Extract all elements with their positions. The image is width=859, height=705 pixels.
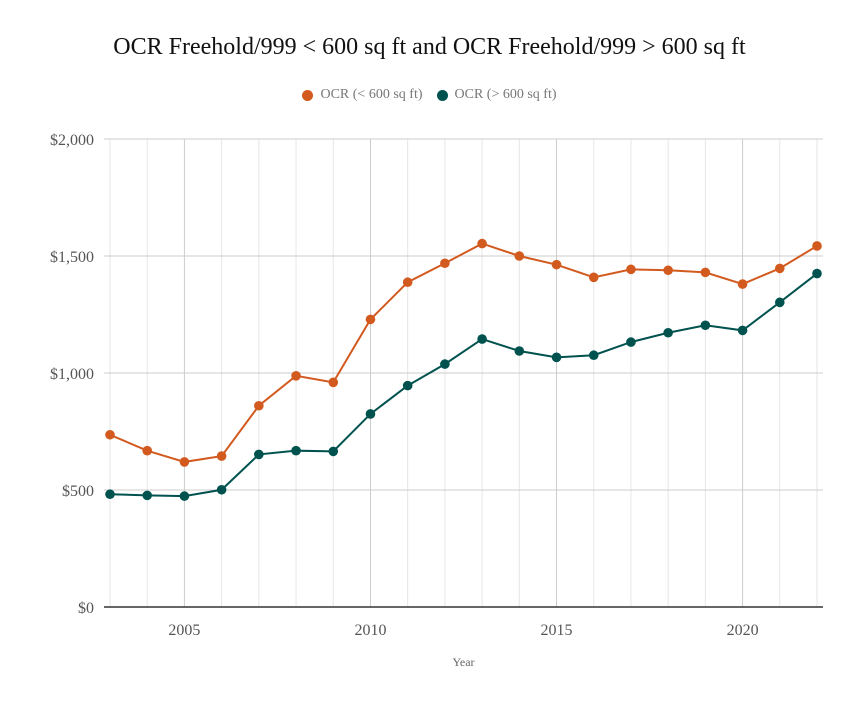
data-point[interactable]: [105, 489, 115, 500]
data-point[interactable]: [774, 263, 785, 274]
data-point[interactable]: [402, 277, 413, 288]
series-line: [109, 242, 818, 463]
x-axis-ticks: 2005 2010 2015 2020: [168, 622, 758, 639]
data-point[interactable]: [663, 265, 673, 276]
data-point[interactable]: [440, 359, 450, 369]
data-point[interactable]: [737, 325, 748, 336]
data-point[interactable]: [328, 377, 339, 388]
data-point[interactable]: [328, 446, 339, 457]
data-point[interactable]: [812, 268, 822, 279]
data-point[interactable]: [477, 334, 487, 344]
data-point[interactable]: [142, 490, 153, 501]
data-point[interactable]: [254, 400, 264, 411]
data-point[interactable]: [365, 314, 376, 325]
data-point[interactable]: [105, 429, 115, 440]
data-point[interactable]: [663, 327, 673, 338]
legend-item-large[interactable]: OCR (> 600 sq ft): [436, 87, 557, 103]
x-tick-label: 2015: [541, 622, 573, 639]
y-tick-label: $1,500: [50, 249, 94, 266]
data-point[interactable]: [700, 267, 711, 278]
series-group: [105, 238, 822, 501]
data-point[interactable]: [291, 371, 301, 381]
data-point[interactable]: [812, 241, 822, 251]
data-point[interactable]: [588, 350, 599, 361]
series-line: [109, 272, 818, 498]
x-tick-label: 2010: [354, 622, 386, 639]
data-point[interactable]: [588, 272, 599, 283]
x-tick-label: 2005: [168, 622, 200, 639]
data-point[interactable]: [514, 251, 525, 261]
y-tick-label: $0: [78, 600, 94, 617]
legend-label-small: OCR (< 600 sq ft): [320, 87, 423, 102]
x-tick-label: 2020: [727, 622, 759, 639]
data-point[interactable]: [551, 259, 562, 270]
data-point[interactable]: [254, 449, 264, 460]
x-axis-label: Year: [452, 655, 474, 669]
data-point[interactable]: [179, 457, 190, 467]
data-point[interactable]: [440, 258, 450, 269]
data-point[interactable]: [700, 320, 711, 331]
legend-marker-small: [302, 89, 314, 101]
y-tick-label: $1,000: [50, 366, 94, 383]
data-point[interactable]: [626, 264, 636, 275]
data-point[interactable]: [142, 445, 153, 456]
data-point[interactable]: [477, 238, 487, 249]
legend: OCR (< 600 sq ft) OCR (> 600 sq ft): [0, 87, 859, 103]
series-1: [105, 268, 822, 501]
data-point[interactable]: [216, 451, 227, 461]
series-0: [105, 238, 822, 467]
legend-label-large: OCR (> 600 sq ft): [454, 87, 557, 102]
data-point[interactable]: [216, 484, 227, 495]
data-point[interactable]: [514, 346, 525, 356]
y-tick-label: $2,000: [50, 132, 94, 149]
data-point[interactable]: [179, 491, 190, 501]
data-point[interactable]: [626, 337, 636, 347]
data-point[interactable]: [737, 279, 748, 289]
chart-title: OCR Freehold/999 < 600 sq ft and OCR Fre…: [113, 34, 746, 60]
y-axis-ticks: $0 $500 $1,000 $1,500 $2,000: [50, 132, 94, 617]
data-point[interactable]: [774, 297, 785, 308]
data-point[interactable]: [365, 409, 376, 419]
legend-item-small[interactable]: OCR (< 600 sq ft): [302, 87, 423, 103]
legend-marker-large: [436, 89, 448, 101]
data-point[interactable]: [402, 380, 413, 391]
data-point[interactable]: [551, 352, 562, 363]
horizontal-gridlines: [104, 138, 823, 491]
y-tick-label: $500: [62, 483, 94, 500]
data-point[interactable]: [291, 445, 301, 456]
